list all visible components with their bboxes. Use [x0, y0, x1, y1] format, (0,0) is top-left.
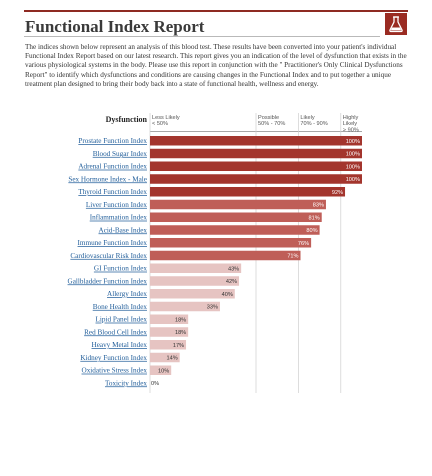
zone-label: Highly — [343, 115, 359, 121]
zone-label: 70% - 90% — [300, 121, 327, 127]
dysfunction-label[interactable]: Bone Health Index — [93, 303, 148, 311]
dysfunction-label[interactable]: Adrenal Function Index — [78, 163, 147, 171]
value-label: 83% — [313, 203, 324, 209]
value-bar — [150, 340, 187, 350]
value-bar — [150, 263, 242, 273]
value-label: 100% — [346, 177, 360, 183]
value-label: 18% — [175, 317, 186, 323]
value-bar — [150, 276, 240, 286]
value-label: 0% — [151, 381, 159, 387]
value-label: 43% — [228, 266, 239, 272]
value-bar — [150, 161, 362, 171]
dysfunction-label[interactable]: Liver Function Index — [86, 201, 147, 209]
value-bar — [150, 238, 312, 248]
dysfunction-label[interactable]: Prostate Function Index — [78, 137, 147, 145]
value-bar — [150, 199, 326, 210]
dysfunction-label[interactable]: Oxidative Stress Index — [82, 367, 148, 375]
value-bar — [150, 365, 172, 375]
zone-label: 50% - 70% — [258, 121, 285, 127]
zone-label: Possible — [258, 115, 279, 121]
dysfunction-label[interactable]: GI Function Index — [94, 265, 148, 273]
value-bar — [150, 212, 322, 222]
value-bar — [150, 314, 189, 324]
dysfunction-column-header: Dysfunction — [106, 115, 148, 124]
dysfunction-label[interactable]: Thyroid Function Index — [78, 188, 147, 196]
value-label: 80% — [306, 228, 317, 234]
value-label: 76% — [298, 241, 309, 247]
value-label: 18% — [175, 330, 186, 336]
dysfunction-label[interactable]: Kidney Function Index — [80, 354, 147, 362]
title-divider — [24, 36, 380, 37]
value-label: 40% — [222, 292, 233, 298]
value-label: 100% — [346, 139, 360, 145]
flask-icon — [385, 13, 407, 35]
zone-label: Less Likely — [152, 115, 180, 121]
value-label: 100% — [346, 164, 360, 170]
dysfunction-label[interactable]: Cardiovascular Risk Index — [70, 252, 147, 260]
value-label: 10% — [158, 368, 169, 374]
dysfunction-label[interactable]: Acid-Base Index — [99, 226, 148, 234]
dysfunction-label[interactable]: Lipid Panel Index — [96, 316, 148, 324]
value-bar — [150, 136, 362, 146]
value-bar — [150, 148, 362, 159]
value-label: 92% — [332, 190, 343, 196]
dysfunction-label[interactable]: Inflammation Index — [90, 214, 148, 222]
value-label: 17% — [173, 343, 184, 349]
dysfunction-label[interactable]: Sex Hormone Index - Male — [68, 175, 147, 183]
dysfunction-label[interactable]: Heavy Metal Index — [92, 341, 148, 349]
dysfunction-label[interactable]: Toxicity Index — [105, 379, 147, 387]
value-label: 71% — [287, 254, 298, 260]
value-bar — [150, 187, 346, 197]
value-label: 81% — [309, 215, 320, 221]
value-bar — [150, 327, 189, 337]
value-label: 42% — [226, 279, 237, 285]
value-bar — [150, 289, 235, 299]
zone-label: < 50% — [152, 121, 168, 127]
value-bar — [150, 352, 180, 363]
dysfunction-label[interactable]: Red Blood Cell Index — [84, 328, 147, 336]
page-title: Functional Index Report — [25, 17, 205, 36]
value-label: 33% — [207, 305, 218, 311]
zone-label: > 90% — [343, 127, 359, 133]
value-bar — [150, 250, 301, 261]
dysfunction-label[interactable]: Blood Sugar Index — [93, 150, 148, 158]
dysfunction-label[interactable]: Immune Function Index — [78, 239, 148, 247]
top-accent-rule — [24, 10, 408, 12]
zone-label: Likely — [300, 115, 315, 121]
value-bar — [150, 225, 320, 235]
zone-label: Likely — [343, 121, 358, 127]
dysfunction-label[interactable]: Gallbladder Function Index — [68, 277, 148, 285]
dysfunction-label[interactable]: Allergy Index — [107, 290, 147, 298]
intro-paragraph: The indices shown below represent an ana… — [25, 43, 407, 88]
value-label: 100% — [346, 152, 360, 158]
value-bar — [150, 174, 362, 184]
value-bar — [150, 301, 220, 312]
value-label: 14% — [166, 356, 177, 362]
